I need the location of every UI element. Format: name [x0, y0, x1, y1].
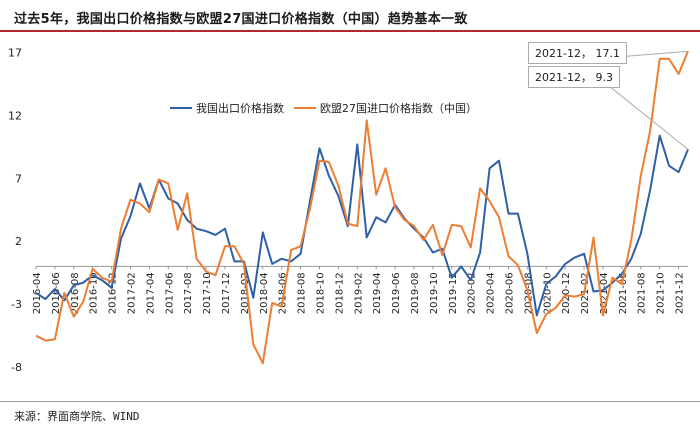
x-tick-label: 2021-06 [618, 272, 629, 314]
x-tick-label: 2018-02 [240, 272, 251, 314]
legend: 我国出口价格指数 欧盟27国进口价格指数（中国） [170, 100, 477, 116]
y-tick-label: -8 [11, 361, 22, 374]
y-tick-label: 7 [15, 172, 22, 185]
x-tick-label: 2018-12 [334, 272, 345, 314]
x-tick-label: 2017-12 [221, 272, 232, 314]
x-tick-label: 2019-10 [429, 272, 440, 314]
x-tick-label: 2018-08 [297, 272, 308, 314]
x-tick-label: 2018-04 [259, 272, 270, 314]
x-tick-label: 2021-08 [637, 272, 648, 314]
series-line-eu-import-price [35, 50, 689, 365]
x-tick-label: 2019-12 [448, 272, 459, 314]
x-tick-label: 2016-06 [51, 272, 62, 314]
x-tick-label: 2019-08 [410, 272, 421, 314]
legend-item-blue: 我国出口价格指数 [170, 100, 284, 116]
x-tick-label: 2021-12 [675, 272, 686, 314]
legend-swatch-orange [294, 107, 316, 109]
x-tick-label: 2017-02 [126, 272, 137, 314]
x-tick-label: 2019-02 [353, 272, 364, 314]
legend-label-blue: 我国出口价格指数 [196, 102, 284, 115]
x-tick-label: 2018-10 [315, 272, 326, 314]
title-rule [0, 30, 700, 32]
x-tick-label: 2019-06 [391, 272, 402, 314]
bottom-rule [0, 401, 700, 402]
callout-leader-blue [603, 81, 689, 150]
title-bar: 过去5年，我国出口价格指数与欧盟27国进口价格指数（中国）趋势基本一致 [0, 0, 700, 30]
x-tick-label: 2017-06 [164, 272, 175, 314]
x-tick-label: 2020-06 [504, 272, 515, 314]
x-tick-label: 2021-04 [599, 272, 610, 314]
source-note: 来源：界面商学院、WIND [14, 410, 140, 423]
callout-blue-end: 2021-12， 9.3 [528, 66, 620, 88]
y-tick-label: 12 [8, 109, 22, 122]
x-tick-label: 2017-08 [183, 272, 194, 314]
x-tick-label: 2020-02 [467, 272, 478, 314]
x-tick-label: 2020-04 [486, 272, 497, 314]
callout-orange-end: 2021-12， 17.1 [528, 42, 627, 64]
y-tick-label: -3 [11, 298, 22, 311]
x-tick-label: 2017-10 [202, 272, 213, 314]
x-tick-label: 2016-08 [70, 272, 81, 314]
series-line-export-price [35, 134, 689, 317]
legend-label-orange: 欧盟27国进口价格指数（中国） [320, 102, 477, 115]
x-tick-label: 2017-04 [145, 272, 156, 314]
chart-title: 过去5年，我国出口价格指数与欧盟27国进口价格指数（中国）趋势基本一致 [14, 12, 468, 27]
x-tick-label: 2016-12 [108, 272, 119, 314]
legend-swatch-blue [170, 107, 192, 109]
x-tick-label: 2021-10 [656, 272, 667, 314]
x-tick-label: 2021-02 [580, 272, 591, 314]
legend-item-orange: 欧盟27国进口价格指数（中国） [294, 100, 477, 116]
x-tick-label: 2016-10 [89, 272, 100, 314]
x-tick-label: 2019-04 [372, 272, 383, 314]
chart-area: 17 12 7 2 -3 -8 2016-04 2016-06 2016-08 2016-10 20… [0, 32, 700, 402]
y-tick-label: 2 [15, 235, 22, 248]
x-tick-label: 2020-10 [542, 272, 553, 314]
y-tick-label: 17 [8, 47, 22, 60]
x-tick-label: 2020-12 [561, 272, 572, 314]
